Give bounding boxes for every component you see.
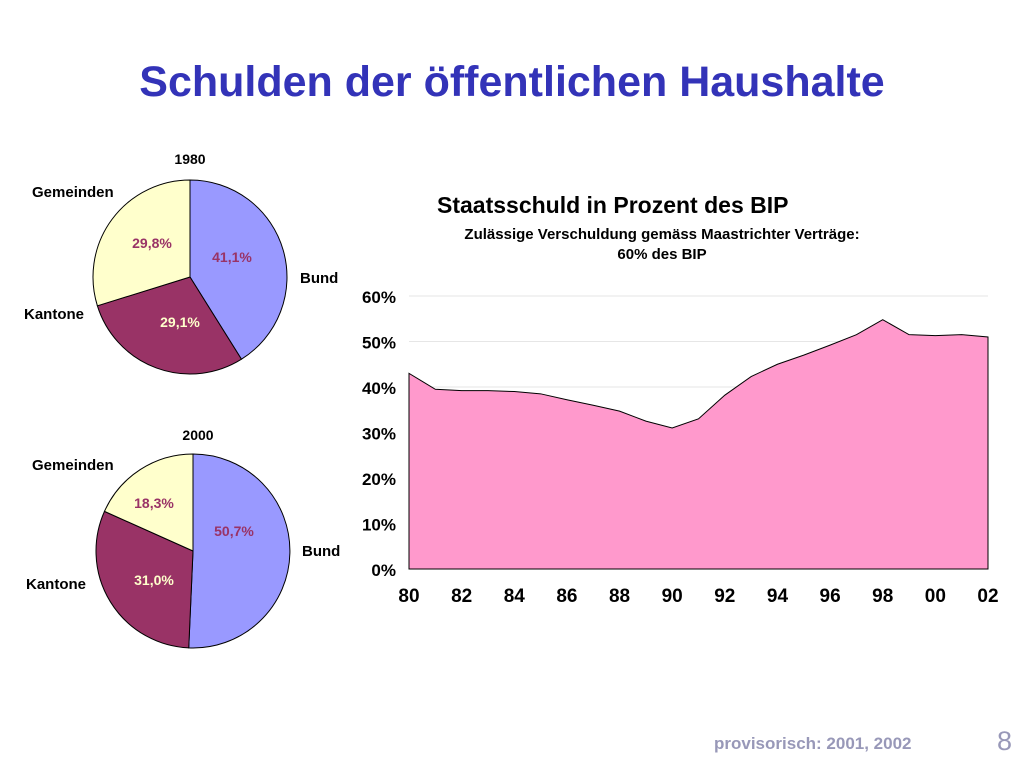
pie-1980-kantone-label: Kantone (24, 306, 84, 323)
pie-2000-slice-bund (188, 453, 291, 649)
pie-2000-gemeinden-label: Gemeinden (32, 457, 114, 474)
y-tick-label: 50% (362, 334, 396, 353)
y-tick-label: 10% (362, 516, 396, 535)
x-tick-label: 94 (767, 586, 789, 607)
area-chart-subtitle-line2: 60% des BIP (617, 246, 706, 263)
x-tick-label: 92 (714, 586, 735, 607)
pie-2000-slice-gemeinden (103, 453, 194, 552)
pie-1980-slice-gemeinden (92, 179, 191, 307)
pie-chart-1980: 1980 Gemeinden Bund Kantone 29,8% 41,1% … (24, 151, 338, 375)
x-tick-label: 88 (609, 586, 630, 607)
pie-chart-2000: 2000 Gemeinden Bund Kantone 18,3% 50,7% … (26, 427, 340, 649)
x-tick-label: 00 (925, 586, 946, 607)
y-tick-label: 40% (362, 379, 396, 398)
x-tick-label: 80 (398, 586, 419, 607)
y-tick-label: 0% (371, 561, 396, 580)
x-tick-label: 82 (451, 586, 472, 607)
pie-2000-bund-value: 50,7% (214, 523, 254, 539)
pie-2000-gemeinden-value: 18,3% (134, 495, 174, 511)
x-tick-label: 84 (504, 586, 526, 607)
x-tick-label: 86 (556, 586, 577, 607)
pie-1980-gemeinden-value: 29,8% (132, 235, 172, 251)
y-tick-label: 20% (362, 470, 396, 489)
page-title: Schulden der öffentlichen Haushalte (139, 58, 885, 106)
x-tick-label: 96 (820, 586, 841, 607)
pie-1980-slice-bund (189, 179, 288, 360)
pie-1980-kantone-value: 29,1% (160, 314, 200, 330)
pie-1980-gemeinden-label: Gemeinden (32, 184, 114, 201)
x-tick-label: 98 (872, 586, 893, 607)
area-chart-staatsschuld: Staatsschuld in Prozent des BIP Zulässig… (362, 192, 999, 607)
pie-2000-bund-label: Bund (302, 543, 340, 560)
pie-2000-kantone-label: Kantone (26, 576, 86, 593)
area-chart-title: Staatsschuld in Prozent des BIP (437, 192, 788, 218)
area-series-staatsschuld (408, 319, 989, 570)
x-tick-label: 90 (662, 586, 683, 607)
pie-2000-year-label: 2000 (182, 427, 213, 443)
pie-2000-slice-kantone (95, 510, 194, 649)
pie-2000-kantone-value: 31,0% (134, 572, 174, 588)
footnote-provisional: provisorisch: 2001, 2002 (714, 734, 912, 753)
pie-1980-bund-label: Bund (300, 270, 338, 287)
y-tick-label: 30% (362, 425, 396, 444)
pie-1980-slice-kantone (96, 276, 243, 375)
area-chart-subtitle-line1: Zulässige Verschuldung gemäss Maastricht… (464, 226, 859, 243)
pie-1980-bund-value: 41,1% (212, 249, 252, 265)
pie-1980-year-label: 1980 (174, 151, 205, 167)
y-tick-label: 60% (362, 288, 396, 307)
x-tick-label: 02 (977, 586, 998, 607)
page-number: 8 (997, 726, 1013, 756)
